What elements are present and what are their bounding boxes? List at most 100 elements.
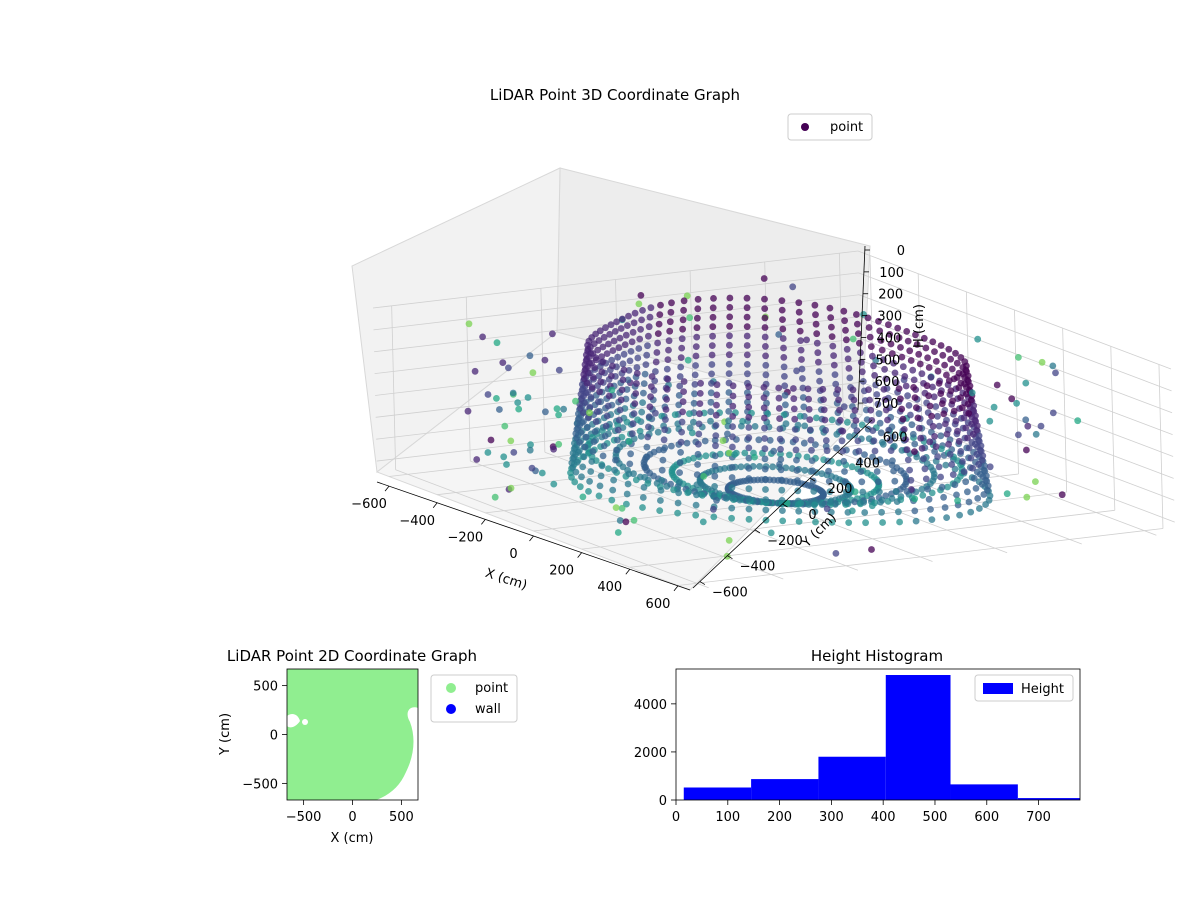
point-3d [712,432,720,439]
point-3d [857,468,865,475]
point-3d [955,437,963,445]
point-3d [909,366,917,374]
point-3d [550,480,558,488]
point-3d [879,440,887,448]
point-3d [902,436,909,443]
point-3d [801,422,809,430]
point-3d [711,483,718,490]
point-3d [760,394,768,401]
point-3d [969,430,977,438]
histogram-bar-2 [818,756,886,800]
point-3d [656,507,664,514]
z-tick-label-5: 500 [876,353,901,368]
point-3d [761,455,769,463]
point-3d [603,350,611,357]
point-3d [836,416,844,424]
point-3d [611,466,618,474]
point-3d [851,488,859,496]
point-3d [781,391,789,399]
point-3d [592,354,599,362]
point-3d [507,437,515,445]
point-3d [587,394,595,401]
y-tick-label-6: 600 [883,430,908,445]
point-3d [599,358,607,366]
point-3d [581,443,589,451]
point-3d [633,370,641,377]
point-3d [627,450,634,458]
point-3d [572,468,580,476]
point-3d [679,398,687,406]
point-3d [849,335,857,343]
point-3d [812,311,819,319]
legend-wall-label: wall [475,702,501,717]
point-3d [710,505,717,513]
point-3d [719,437,727,445]
point-3d [776,461,783,468]
point-3d [510,449,518,456]
point-3d [935,422,943,430]
point-3d [603,412,611,420]
point-3d [699,491,706,499]
point-3d [912,517,920,525]
point-3d [636,427,644,435]
point-3d [631,309,639,317]
point-3d [970,474,978,482]
point-3d [761,314,769,322]
point-3d [872,457,880,465]
point-3d [580,453,588,461]
point-3d [818,501,826,508]
z-tick-label-4: 400 [876,331,901,346]
point-3d [694,305,702,313]
point-3d [555,366,563,374]
point-3d [637,432,645,440]
point-3d [871,372,878,379]
point-3d [895,334,903,342]
point-3d [654,428,662,436]
point-3d [961,380,968,388]
grid-left-z-1 [373,272,859,331]
point-3d [583,379,591,387]
point-3d [590,438,598,445]
legend-3d-box [787,113,873,141]
point-3d [811,301,819,309]
point-3d [975,460,982,468]
point-3d [644,433,652,441]
point-3d [577,429,585,436]
point-3d [915,350,923,358]
point-3d [843,345,851,353]
point-3d [676,469,683,476]
point-3d [639,504,646,511]
point-3d [751,453,758,461]
point-3d [850,422,858,429]
point-3d [709,323,717,331]
point-3d [623,490,631,498]
point-3d [499,359,507,366]
point-3d [614,436,621,444]
points-3d [464,275,1082,560]
point-3d [775,405,783,412]
x-tick-mark-3 [529,535,534,542]
point-3d [886,437,894,444]
z-tick-label-7: 700 [874,397,899,412]
point-3d [526,352,534,360]
point-3d [908,421,916,429]
point-3d [871,447,879,455]
point-3d [589,374,597,381]
point-3d [639,494,647,501]
point-3d [692,511,700,519]
point-3d [600,442,608,450]
point-3d [941,504,949,511]
legend-2d: point wall [430,674,518,723]
point-3d [1008,395,1016,403]
point-3d [946,450,954,458]
point-3d [892,379,900,386]
chart-2d-title: LiDAR Point 2D Coordinate Graph [227,647,477,665]
point-3d [897,395,904,403]
point-3d [922,475,930,483]
point-3d [608,356,616,364]
point-3d [954,427,961,435]
point-3d [838,437,846,445]
point-3d [761,445,769,453]
point-3d [579,409,587,417]
point-3d [618,504,626,512]
